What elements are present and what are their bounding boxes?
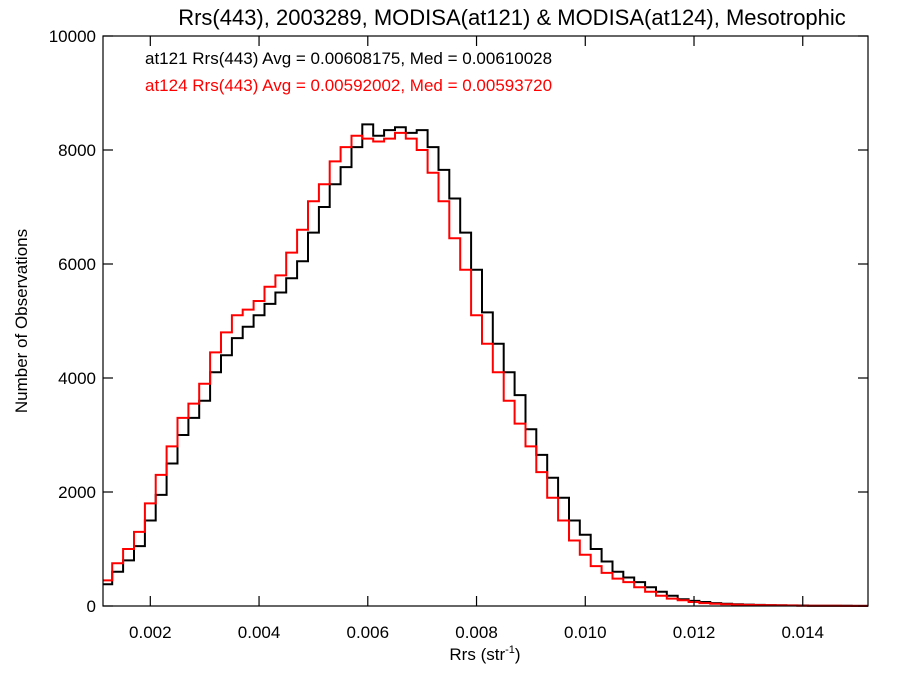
x-tick-label: 0.008	[455, 623, 498, 642]
x-tick-label: 0.006	[347, 623, 390, 642]
y-tick-label: 0	[87, 597, 96, 616]
plot-frame	[102, 35, 869, 607]
y-tick-label: 6000	[58, 255, 96, 274]
y-tick-label: 4000	[58, 369, 96, 388]
x-tick-label: 0.004	[238, 623, 281, 642]
legend-entry-at124: at124 Rrs(443) Avg = 0.00592002, Med = 0…	[145, 76, 552, 95]
x-axis-label: Rrs (str-1)	[449, 644, 520, 664]
y-tick-label: 8000	[58, 141, 96, 160]
axis-ticks: 0.002 0.004 0.006 0.008 0.010 0.012 0.014 0 2000…	[49, 27, 868, 642]
legend-entry-at121: at121 Rrs(443) Avg = 0.00608175, Med = 0…	[145, 49, 552, 68]
series-line-at121	[103, 123, 868, 607]
chart-title: Rrs(443), 2003289, MODISA(at121) & MODIS…	[178, 5, 846, 30]
y-tick-label: 2000	[58, 483, 96, 502]
series-line-at124	[103, 131, 868, 607]
series-layer	[103, 123, 868, 607]
x-tick-label: 0.014	[781, 623, 824, 642]
y-axis-label: Number of Observations	[12, 229, 31, 413]
x-tick-label: 0.012	[673, 623, 716, 642]
x-tick-label: 0.010	[564, 623, 607, 642]
y-tick-label: 10000	[49, 27, 96, 46]
x-tick-label: 0.002	[129, 623, 172, 642]
